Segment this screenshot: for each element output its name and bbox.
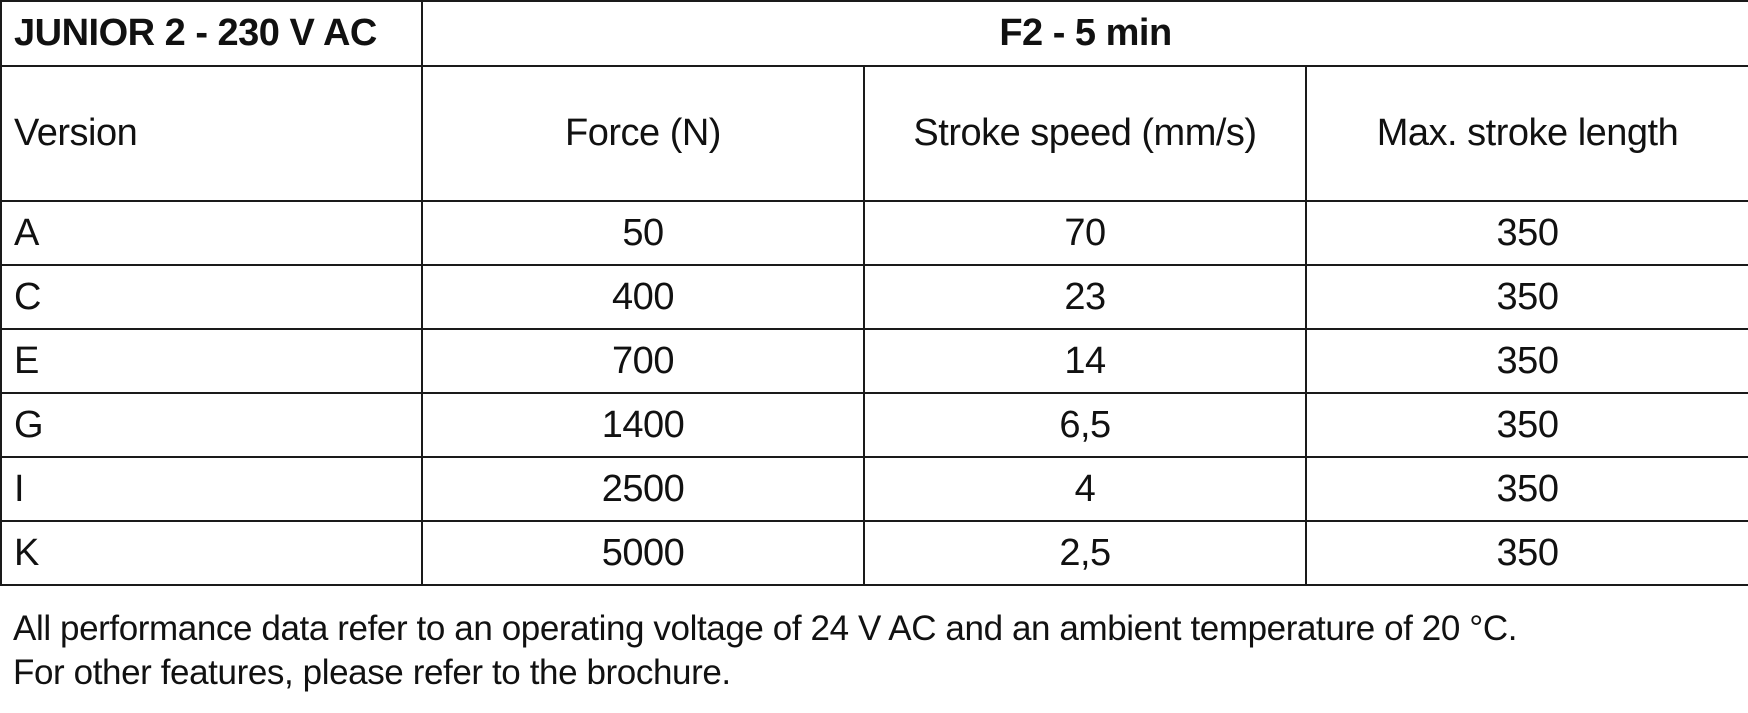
cell-max-stroke: 350 [1305, 392, 1748, 458]
table-row: C 400 23 350 [0, 264, 1748, 330]
cell-version: E [0, 328, 423, 394]
table-title-row: JUNIOR 2 - 230 V AC F2 - 5 min [0, 0, 1748, 67]
cell-version: A [0, 200, 423, 266]
footnote: All performance data refer to an operati… [13, 607, 1517, 695]
table-body: Version Force (N) Stroke speed (mm/s) Ma… [0, 65, 1748, 586]
column-header-stroke-speed: Stroke speed (mm/s) [863, 65, 1307, 202]
column-header-row: Version Force (N) Stroke speed (mm/s) Ma… [0, 65, 1748, 202]
table-row: K 5000 2,5 350 [0, 520, 1748, 586]
cell-max-stroke: 350 [1305, 264, 1748, 330]
cell-stroke-speed: 2,5 [863, 520, 1307, 586]
column-header-max-stroke: Max. stroke length [1305, 65, 1748, 202]
cell-stroke-speed: 4 [863, 456, 1307, 522]
performance-table: JUNIOR 2 - 230 V AC F2 - 5 min Version F… [0, 0, 1748, 586]
cell-max-stroke: 350 [1305, 328, 1748, 394]
table-row: I 2500 4 350 [0, 456, 1748, 522]
table-title: JUNIOR 2 - 230 V AC [0, 0, 423, 67]
duty-cycle-header: F2 - 5 min [421, 0, 1748, 67]
cell-version: C [0, 264, 423, 330]
cell-force: 700 [421, 328, 865, 394]
cell-max-stroke: 350 [1305, 200, 1748, 266]
cell-force: 5000 [421, 520, 865, 586]
cell-max-stroke: 350 [1305, 456, 1748, 522]
column-header-version: Version [0, 65, 423, 202]
cell-version: I [0, 456, 423, 522]
cell-force: 400 [421, 264, 865, 330]
cell-version: G [0, 392, 423, 458]
footnote-line-1: All performance data refer to an operati… [13, 609, 1518, 648]
cell-stroke-speed: 23 [863, 264, 1307, 330]
cell-max-stroke: 350 [1305, 520, 1748, 586]
column-header-force: Force (N) [421, 65, 865, 202]
footnote-line-2: For other features, please refer to the … [13, 653, 731, 692]
table-row: A 50 70 350 [0, 200, 1748, 266]
cell-force: 2500 [421, 456, 865, 522]
cell-stroke-speed: 14 [863, 328, 1307, 394]
cell-force: 50 [421, 200, 865, 266]
cell-stroke-speed: 70 [863, 200, 1307, 266]
cell-stroke-speed: 6,5 [863, 392, 1307, 458]
table-row: E 700 14 350 [0, 328, 1748, 394]
table-row: G 1400 6,5 350 [0, 392, 1748, 458]
cell-version: K [0, 520, 423, 586]
cell-force: 1400 [421, 392, 865, 458]
